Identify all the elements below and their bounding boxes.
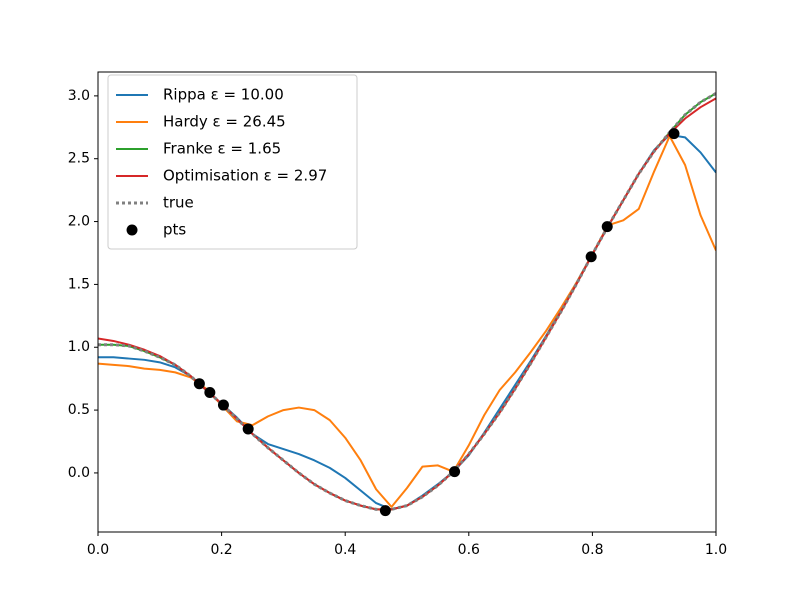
legend-box: [107, 74, 358, 250]
axes-frame: [97, 71, 717, 533]
x-tick-label: 0.2: [210, 542, 232, 558]
y-tick-label: 0.5: [68, 402, 90, 418]
data-point: [449, 466, 461, 478]
plot-area: [98, 92, 716, 517]
y-tick-label: 2.0: [68, 214, 90, 230]
data-point: [204, 386, 216, 398]
axes: 0.0 0.2 0.4 0.6 0.8 1.0 0.0 0.5 1.0 1.5 2.0 2.5 3.0: [68, 71, 727, 558]
legend-marker: [126, 224, 138, 236]
y-tick-label: 2.5: [68, 151, 90, 167]
data-point: [668, 128, 680, 140]
legend-label: Hardy ε = 26.45: [163, 113, 286, 131]
y-tick-label: 3.0: [68, 88, 90, 104]
x-tick-label: 0.0: [87, 542, 109, 558]
x-tick-label: 0.4: [334, 542, 356, 558]
y-tick-label: 1.5: [68, 276, 90, 292]
legend-label: Rippa ε = 10.00: [163, 86, 284, 104]
data-point: [379, 505, 391, 517]
y-tick-label: 0.0: [68, 465, 90, 481]
x-tick-label: 0.8: [581, 542, 603, 558]
y-tick-label: 1.0: [68, 339, 90, 355]
legend-label: Franke ε = 1.65: [163, 140, 281, 158]
data-point: [217, 399, 229, 411]
legend: Rippa ε = 10.00 Hardy ε = 26.45 Franke ε =…: [107, 74, 358, 250]
legend-label: true: [163, 194, 194, 212]
data-point: [193, 378, 205, 390]
legend-label: pts: [163, 221, 186, 239]
data-point: [585, 251, 597, 263]
data-point: [242, 423, 254, 435]
data-point: [601, 221, 613, 233]
x-tick-label: 1.0: [705, 542, 727, 558]
x-tick-label: 0.6: [458, 542, 480, 558]
legend-label: Optimisation ε = 2.97: [163, 167, 327, 185]
